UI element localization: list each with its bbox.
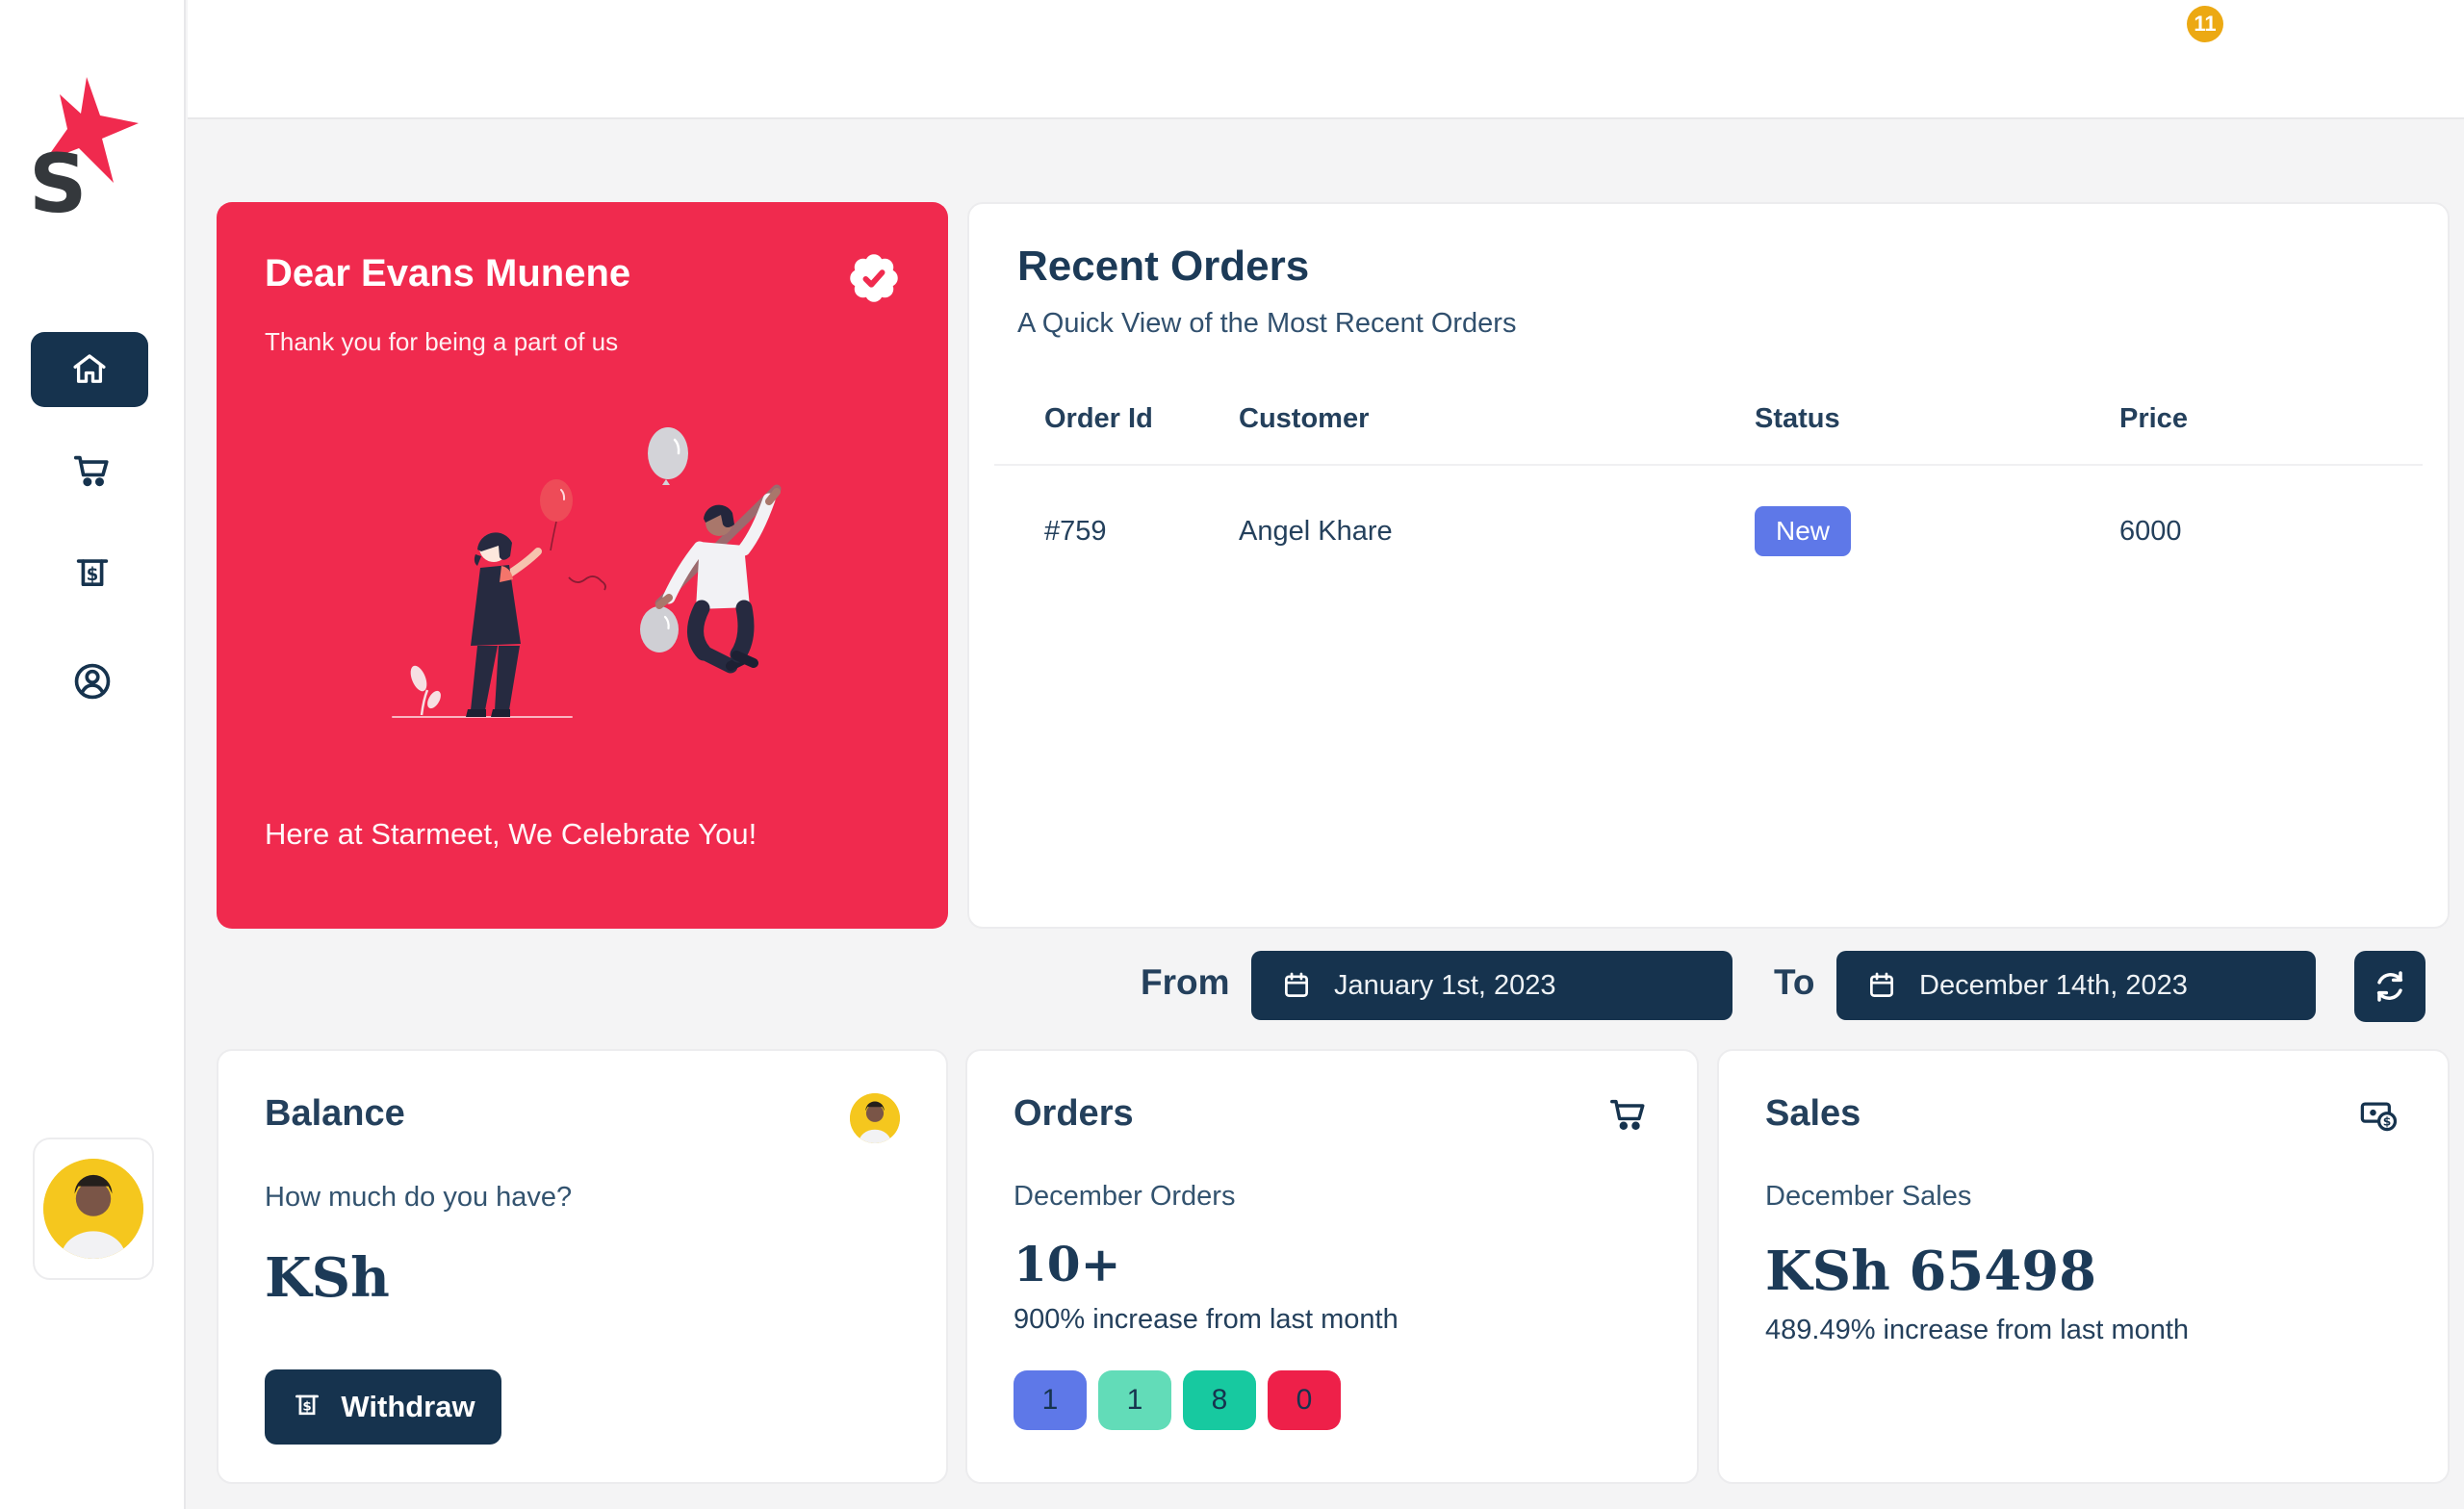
cash-withdraw-icon: $: [295, 1394, 320, 1416]
orders-badge-cancelled: 0: [1268, 1370, 1341, 1430]
orders-badge-complete: 8: [1183, 1370, 1256, 1430]
sales-title: Sales: [1765, 1093, 1861, 1134]
orders-card: Orders December Orders 10+ 900% increase…: [965, 1049, 1699, 1484]
customer-cell: Angel Khare: [1239, 515, 1393, 547]
svg-text:$: $: [303, 1400, 312, 1415]
table-row: #759 Angel Khare New 6000: [1017, 506, 2400, 556]
topbar: [188, 0, 2464, 119]
balance-amount: KSh: [265, 1246, 390, 1310]
withdraw-label: Withdraw: [341, 1390, 475, 1423]
sales-delta: 489.49% increase from last month: [1765, 1315, 2190, 1345]
avatar: [850, 1093, 900, 1143]
column-header-order-id: Order Id: [1044, 403, 1153, 434]
notification-count-badge: 11: [2187, 6, 2223, 42]
status-badge: New: [1755, 506, 1852, 556]
cart-icon: [1606, 1093, 1651, 1142]
table-divider: [994, 464, 2423, 466]
sidebar-item-profile[interactable]: [69, 658, 116, 704]
sidebar-profile-avatar[interactable]: [33, 1138, 154, 1280]
svg-text:$: $: [2383, 1115, 2392, 1129]
refresh-button[interactable]: [2354, 951, 2426, 1022]
verified-seal-icon: [850, 254, 898, 302]
price-cell: 6000: [2119, 515, 2182, 547]
sales-amount: KSh 65498: [1765, 1240, 2097, 1303]
status-cell: New: [1755, 506, 2119, 556]
svg-text:S: S: [29, 137, 88, 217]
orders-delta: 900% increase from last month: [1014, 1304, 1399, 1335]
greeting-title: Dear Evans Munene: [265, 252, 631, 294]
to-label: To: [1774, 962, 1815, 1002]
recent-orders-title: Recent Orders: [1017, 243, 1310, 290]
column-header-price: Price: [2119, 403, 2188, 434]
celebration-illustration: [392, 427, 782, 718]
from-date-value: January 1st, 2023: [1334, 969, 1556, 1001]
avatar: [43, 1159, 143, 1259]
greeting-card: Dear Evans Munene Thank you for being a …: [217, 202, 948, 929]
table-header-row: Order Id Customer Status Price: [1017, 403, 2400, 435]
withdraw-button[interactable]: $ Withdraw: [265, 1369, 501, 1445]
from-date-picker[interactable]: January 1st, 2023: [1251, 951, 1732, 1020]
balance-title: Balance: [265, 1093, 405, 1134]
orders-amount: 10+: [1014, 1236, 1121, 1292]
sidebar-item-orders[interactable]: [69, 448, 116, 495]
to-date-picker[interactable]: December 14th, 2023: [1836, 951, 2316, 1020]
balance-subtitle: How much do you have?: [265, 1182, 573, 1213]
greeting-footer: Here at Starmeet, We Celebrate You!: [265, 817, 757, 851]
user-circle-icon: [74, 663, 111, 700]
to-date-value: December 14th, 2023: [1919, 969, 2188, 1001]
orders-badge-processing: 1: [1098, 1370, 1171, 1430]
sales-card: Sales $ December Sales KSh 65498 489.49%…: [1717, 1049, 2450, 1484]
orders-title: Orders: [1014, 1093, 1134, 1134]
sales-subtitle: December Sales: [1765, 1181, 1972, 1212]
sync-icon: [2376, 971, 2403, 1002]
cart-icon: [73, 455, 109, 487]
recent-orders-panel: Recent Orders A Quick View of the Most R…: [967, 202, 2450, 929]
star-logo-icon: S: [29, 77, 139, 231]
home-icon: [73, 354, 106, 383]
balance-card: Balance How much do you have? KSh $ With…: [217, 1049, 948, 1484]
orders-status-badges: 1 1 8 0: [1014, 1370, 1651, 1430]
orders-badge-new: 1: [1014, 1370, 1087, 1430]
calendar-icon: [1870, 972, 1893, 997]
sidebar-item-home[interactable]: [31, 332, 148, 407]
starmeet-logo[interactable]: S: [21, 75, 144, 231]
order-id-cell: #759: [1044, 515, 1107, 547]
column-header-customer: Customer: [1239, 403, 1370, 434]
calendar-icon: [1285, 972, 1308, 997]
sidebar-item-transactions[interactable]: $: [69, 552, 116, 599]
recent-orders-table: Order Id Customer Status Price #759 Ange…: [994, 403, 2423, 556]
orders-subtitle: December Orders: [1014, 1181, 1236, 1212]
money-icon: $: [2357, 1093, 2401, 1142]
greeting-subtitle: Thank you for being a part of us: [265, 327, 619, 356]
recent-orders-subtitle: A Quick View of the Most Recent Orders: [1017, 308, 1517, 339]
from-label: From: [1141, 962, 1230, 1002]
column-header-status: Status: [1755, 403, 1840, 434]
svg-text:$: $: [87, 565, 99, 585]
sidebar: S $: [0, 0, 186, 1509]
cash-withdraw-icon: $: [76, 559, 109, 587]
